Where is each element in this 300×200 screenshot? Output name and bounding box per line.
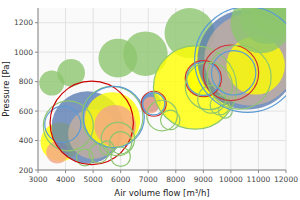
bubbles [39, 8, 286, 166]
bubble-outline [207, 45, 271, 109]
y-tick-label: 1000 [14, 48, 33, 57]
x-tick-label: 5000 [84, 175, 103, 184]
bubble-outline [195, 8, 286, 112]
bubble-outline [161, 110, 180, 129]
x-tick-label: 4000 [56, 175, 75, 184]
bubble-outline [82, 86, 143, 147]
x-axis-line [38, 170, 286, 171]
bubble-series [39, 8, 286, 163]
y-tick-label: 200 [19, 166, 34, 175]
y-axis-line [38, 8, 39, 170]
y-axis-label: Pressure [Pa] [1, 61, 11, 117]
x-tick-label: 9000 [194, 175, 213, 184]
y-tick-label: 800 [19, 77, 34, 86]
x-tick-label: 11000 [247, 175, 271, 184]
bubble [240, 8, 286, 44]
x-tick-label: 3000 [28, 175, 47, 184]
bubble-outline [77, 149, 94, 166]
y-tick-label: 600 [19, 107, 34, 116]
y-grid-line [38, 170, 286, 171]
bubble-outline [111, 147, 130, 166]
bubble-outline [211, 51, 255, 95]
x-tick-label: 12000 [274, 175, 298, 184]
bubble-outline [43, 101, 93, 151]
bubble-series [43, 8, 286, 166]
chart: 3000400050006000700080009000100001100012… [0, 0, 300, 200]
bubble-outline [101, 122, 134, 155]
x-tick-label: 7000 [139, 175, 158, 184]
x-axis-label: Air volume flow [m³/h] [114, 188, 209, 198]
y-tick-label: 400 [19, 136, 34, 145]
x-tick-label: 6000 [111, 175, 130, 184]
y-tick-label: 1200 [14, 18, 33, 27]
x-grid-line [38, 8, 39, 170]
x-tick-label: 10000 [219, 175, 243, 184]
bubble-outline [83, 86, 144, 147]
x-tick-label: 8000 [166, 175, 185, 184]
